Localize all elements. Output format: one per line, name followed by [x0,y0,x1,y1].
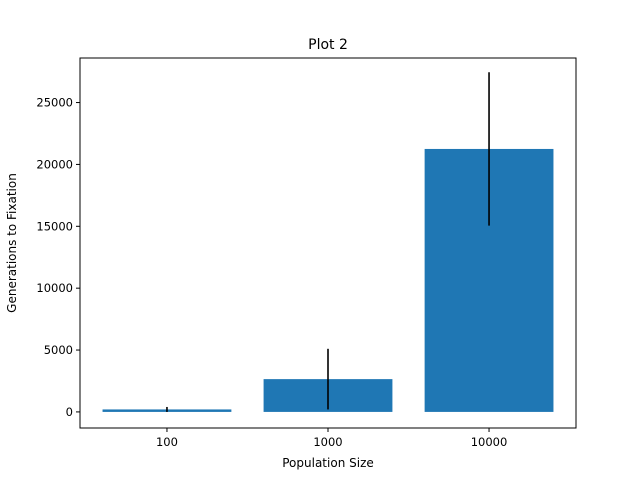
x-axis-label: Population Size [282,456,374,470]
y-tick-label: 20000 [36,157,73,171]
y-axis: 0 5000 10000 15000 20000 25000 [36,96,80,419]
y-tick-label: 10000 [36,281,73,295]
y-tick-label: 15000 [36,219,73,233]
error-bars-group [166,72,490,412]
x-tick-label: 100 [156,435,178,449]
x-tick-label: 10000 [471,435,508,449]
y-tick-label: 5000 [44,343,73,357]
y-tick-label: 0 [66,405,73,419]
y-tick-label: 25000 [36,96,73,110]
x-tick-label: 1000 [313,435,342,449]
x-axis: 100 1000 10000 [156,428,507,449]
y-axis-label: Generations to Fixation [5,173,19,313]
chart-title: Plot 2 [308,37,348,53]
